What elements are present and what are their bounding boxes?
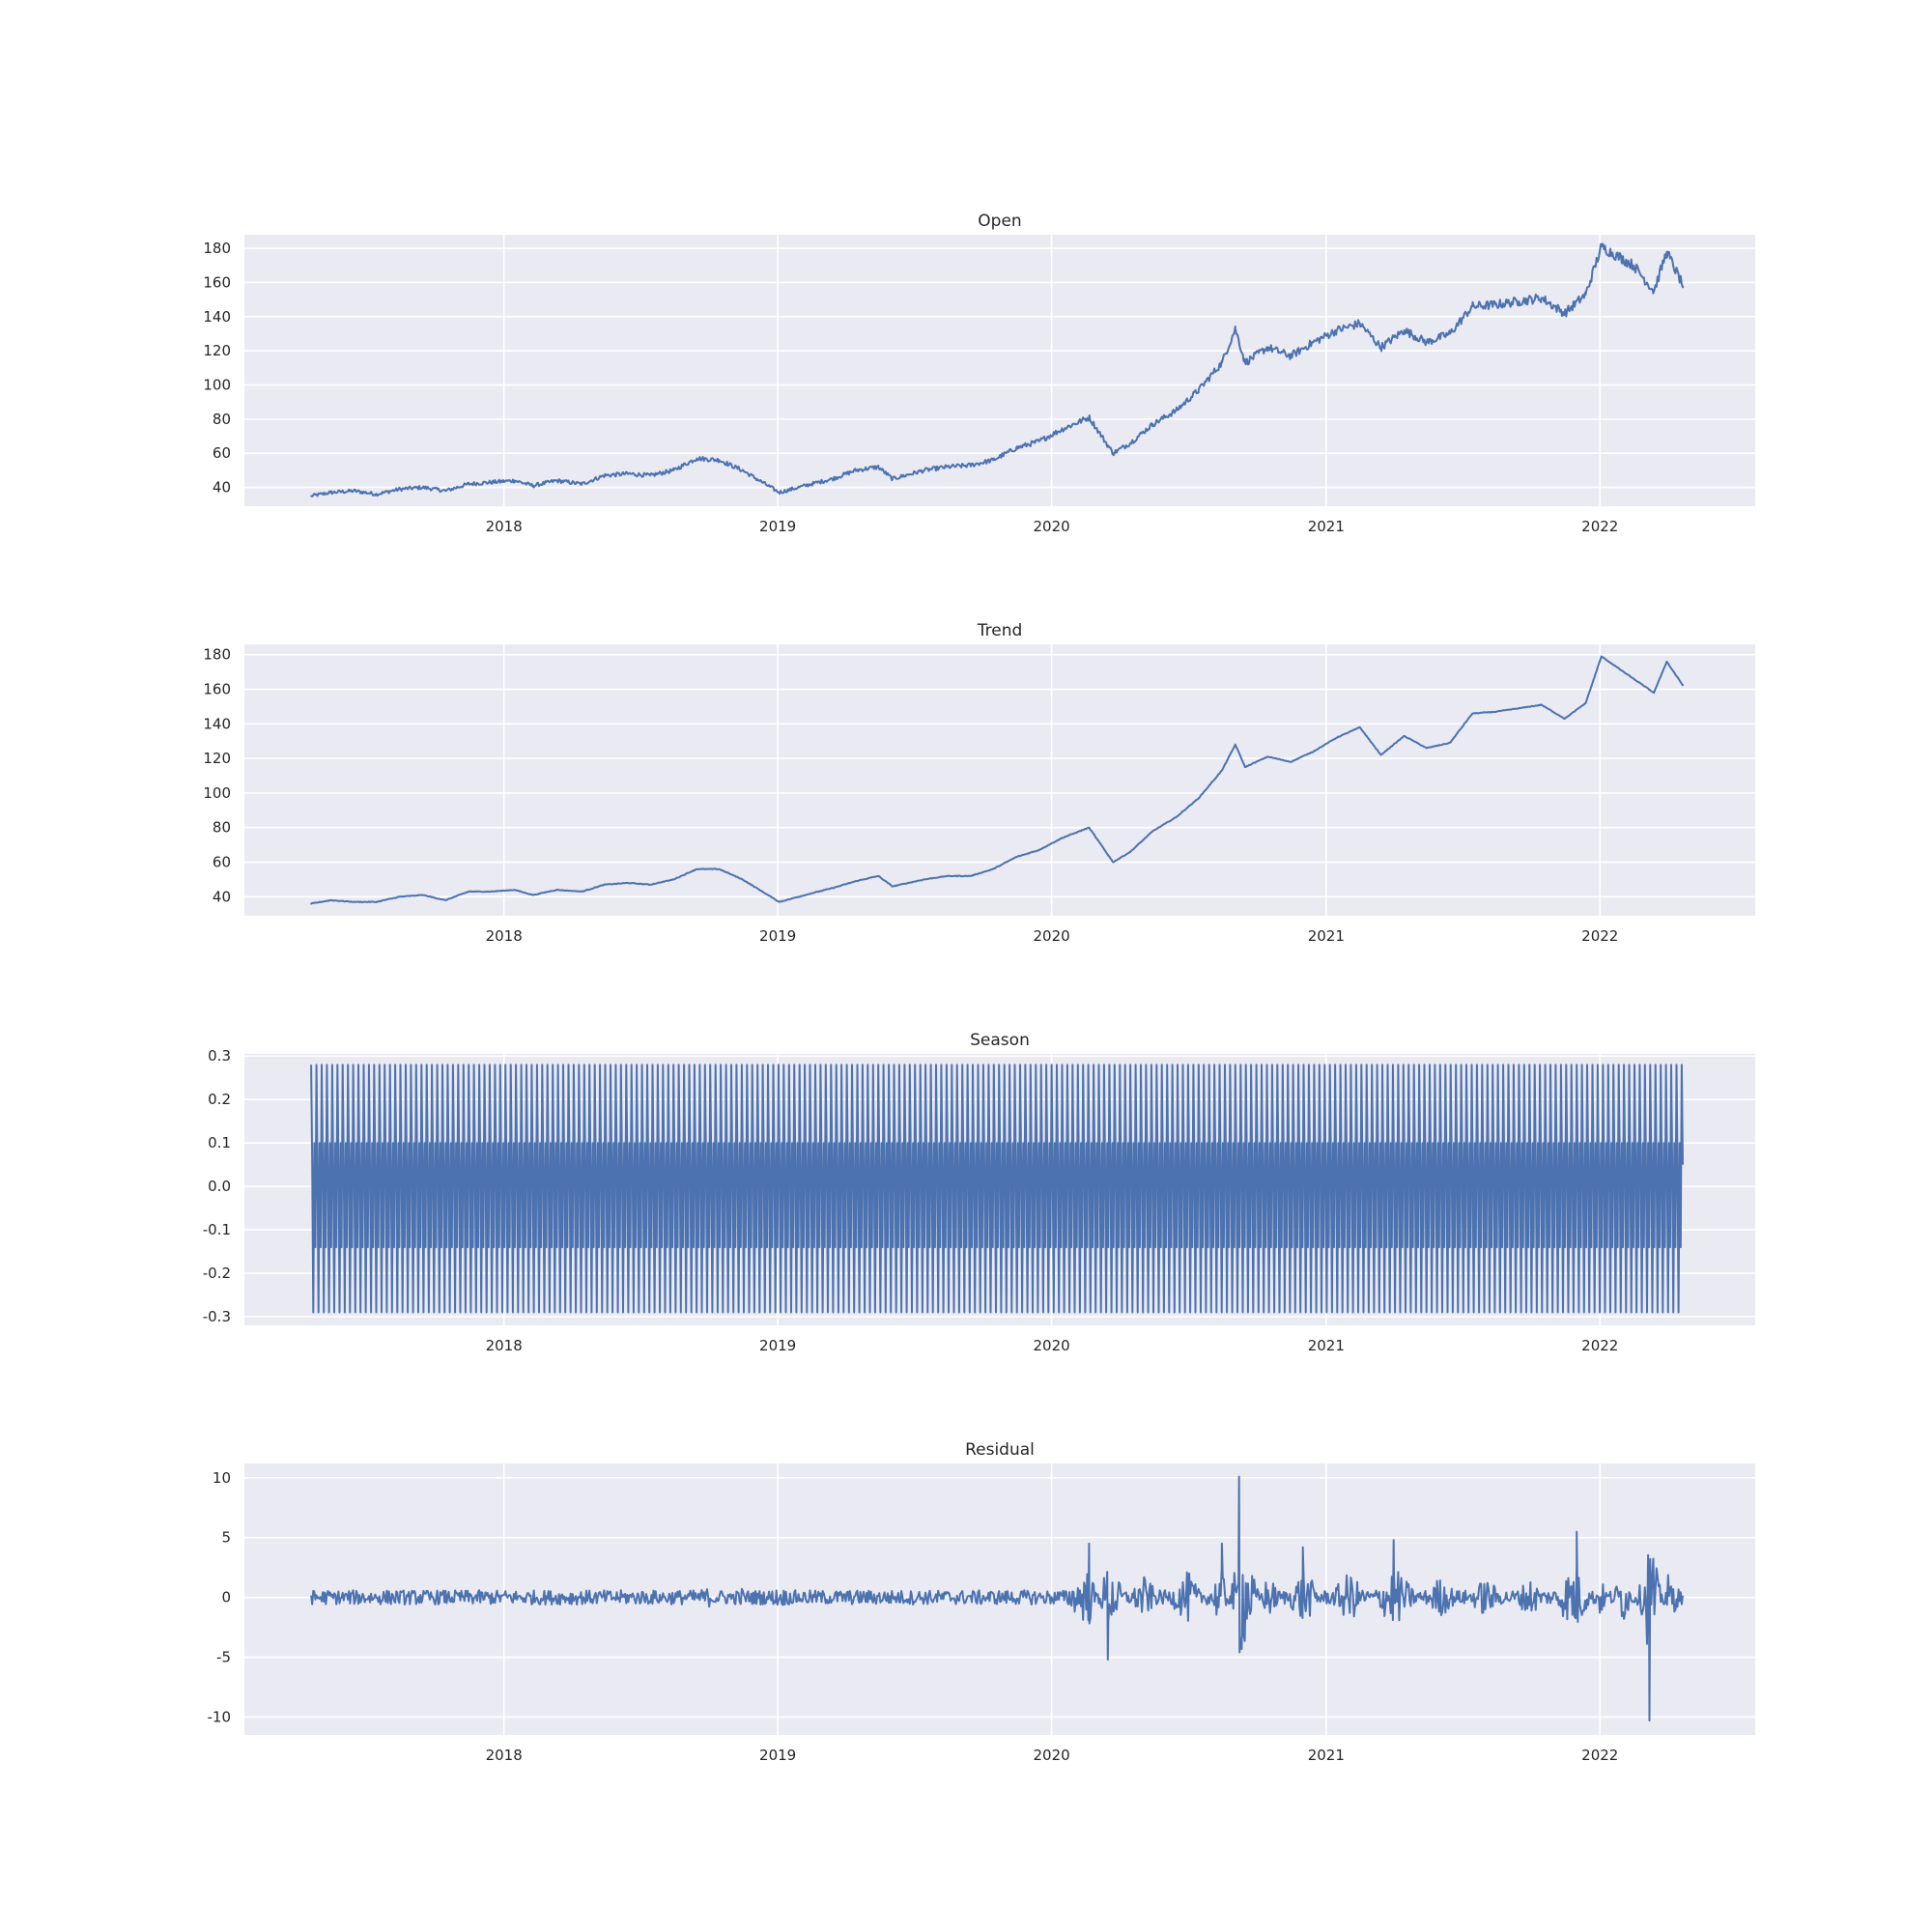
x-tick-label: 2021 [1308, 1747, 1345, 1764]
y-tick-label: -0.1 [203, 1221, 231, 1238]
x-tick-label: 2020 [1033, 518, 1069, 535]
x-ticks: 2018 2019 2020 2021 2022 [486, 1337, 1619, 1354]
y-tick-label: 40 [213, 479, 231, 497]
x-tick-label: 2022 [1581, 1337, 1618, 1354]
x-ticks: 2018 2019 2020 2021 2022 [486, 1747, 1619, 1764]
grid [244, 235, 1755, 506]
x-tick-label: 2018 [486, 518, 523, 535]
y-tick-label: 0.2 [208, 1091, 231, 1108]
y-tick-label: 10 [213, 1469, 231, 1487]
subplot-title: Season [970, 1031, 1030, 1050]
y-ticks: -0.3 -0.2 -0.1 0.0 0.1 0.2 0.3 [203, 1047, 231, 1325]
y-tick-label: 160 [203, 681, 231, 698]
x-tick-label: 2020 [1033, 1747, 1069, 1764]
y-tick-label: 180 [203, 240, 231, 257]
subplot-title: Residual [965, 1440, 1035, 1460]
y-tick-label: 120 [203, 750, 231, 767]
x-tick-label: 2022 [1581, 927, 1618, 945]
y-tick-label: 5 [221, 1529, 231, 1547]
x-tick-label: 2019 [759, 518, 796, 535]
y-tick-label: 120 [203, 342, 231, 359]
y-tick-label: 100 [203, 784, 231, 802]
season-series-line [310, 1064, 1684, 1314]
x-tick-label: 2019 [759, 927, 796, 945]
grid [244, 644, 1755, 916]
subplot-title: Open [978, 212, 1021, 231]
x-tick-label: 2018 [486, 1337, 523, 1354]
subplot-residual: -10 -5 0 5 10 2018 2019 2020 2021 2022 Residual [208, 1440, 1755, 1764]
y-tick-label: -0.2 [203, 1264, 231, 1282]
x-tick-label: 2020 [1033, 1337, 1069, 1354]
y-tick-label: -5 [216, 1649, 231, 1666]
y-tick-label: 0.0 [208, 1178, 231, 1195]
x-tick-label: 2021 [1308, 927, 1345, 945]
y-tick-label: 0.3 [208, 1047, 231, 1065]
trend-series-line [310, 655, 1685, 905]
y-tick-label: 80 [213, 819, 231, 837]
x-tick-label: 2019 [759, 1337, 796, 1354]
y-ticks: 40 60 80 100 120 140 160 180 [203, 646, 231, 906]
x-tick-label: 2021 [1308, 518, 1345, 535]
y-tick-label: 140 [203, 308, 231, 326]
y-ticks: 40 60 80 100 120 140 160 180 [203, 240, 231, 496]
subplot-title: Trend [977, 621, 1023, 640]
x-tick-label: 2020 [1033, 927, 1069, 945]
y-tick-label: 0.1 [208, 1134, 231, 1151]
x-ticks: 2018 2019 2020 2021 2022 [486, 518, 1619, 535]
x-tick-label: 2018 [486, 1747, 523, 1764]
x-ticks: 2018 2019 2020 2021 2022 [486, 927, 1619, 945]
y-tick-label: 80 [213, 411, 231, 428]
x-tick-label: 2022 [1581, 1747, 1618, 1764]
y-tick-label: 180 [203, 646, 231, 664]
y-tick-label: 60 [213, 444, 231, 462]
open-series-line [310, 242, 1685, 497]
y-ticks: -10 -5 0 5 10 [208, 1469, 232, 1726]
y-tick-label: 160 [203, 273, 231, 291]
x-tick-label: 2019 [759, 1747, 796, 1764]
x-tick-label: 2021 [1308, 1337, 1345, 1354]
y-tick-label: 0 [221, 1589, 231, 1606]
y-tick-label: 60 [213, 854, 231, 871]
y-tick-label: -10 [208, 1708, 232, 1725]
y-tick-label: 100 [203, 377, 231, 394]
x-tick-label: 2022 [1581, 518, 1618, 535]
residual-series-line [310, 1475, 1684, 1722]
subplot-season: -0.3 -0.2 -0.1 0.0 0.1 0.2 0.3 2018 2019 2020 202… [203, 1031, 1755, 1354]
y-tick-label: -0.3 [203, 1308, 231, 1325]
x-tick-label: 2018 [486, 927, 523, 945]
y-tick-label: 140 [203, 715, 231, 732]
plot-area [244, 235, 1755, 506]
y-tick-label: 40 [213, 888, 231, 905]
plot-area [244, 644, 1755, 916]
